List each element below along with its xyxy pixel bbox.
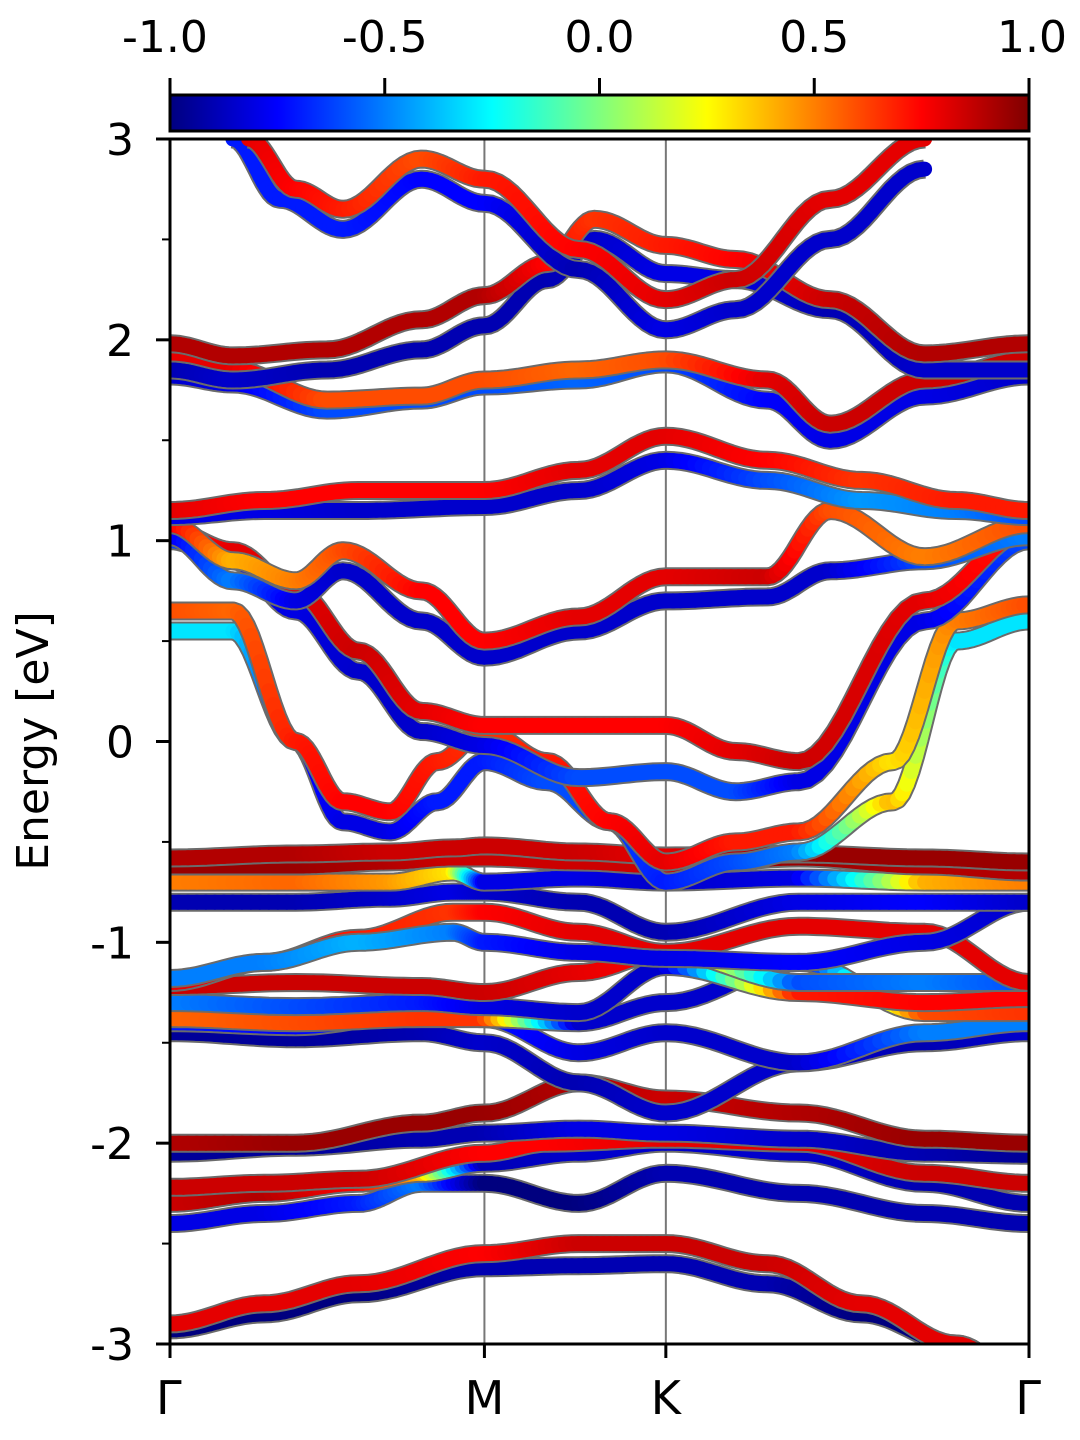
band-segment: [965, 1340, 979, 1344]
band-segment: [965, 1340, 979, 1344]
band-18: [170, 836, 1029, 872]
band-28: [170, 350, 1029, 434]
band-5: [170, 1129, 1029, 1197]
band-segment: [982, 1355, 987, 1359]
band-31: [225, 139, 933, 340]
band-segment: [910, 161, 933, 178]
colorbar-tick-label: 1.0: [997, 12, 1067, 63]
colorbar-ticks: -1.0 -0.5 0.0 0.5 1.0: [122, 12, 1067, 95]
band-segment: [1003, 1373, 1008, 1377]
band-15: [170, 882, 1029, 942]
band-2: [170, 1234, 1013, 1380]
band-segment: [998, 1369, 1003, 1373]
plot-area: 3 2 1 0 -1 -2 -3 Γ M K Γ: [90, 115, 1041, 1425]
y-tick-label: -2: [90, 1119, 134, 1170]
y-axis-label: Energy [eV]: [8, 611, 59, 871]
band-14: [170, 892, 1029, 988]
y-tick-label: 2: [106, 316, 134, 367]
band-segment: [993, 1364, 998, 1369]
band-26: [170, 426, 1029, 520]
band-segment: [982, 1355, 987, 1359]
band-11: [170, 956, 1029, 1023]
x-tick-label: Γ: [156, 1371, 182, 1425]
y-axis-ticks: 3 2 1 0 -1 -2 -3: [90, 115, 170, 1371]
colorbar-tick-label: 0.5: [779, 12, 849, 63]
band-segment: [1008, 1377, 1013, 1380]
band-segment: [977, 1352, 982, 1356]
band-32: [241, 139, 933, 310]
band-24: [170, 501, 1029, 651]
colorbar-gradient: [168, 93, 1031, 133]
band-segment: [987, 1360, 992, 1365]
band-segment: [959, 1338, 978, 1344]
band-segment: [977, 1352, 982, 1356]
y-tick-label: 1: [106, 517, 134, 568]
colorbar-tick-label: 0.0: [565, 12, 635, 63]
y-tick-label: 3: [106, 115, 134, 166]
band-23: [170, 527, 1029, 667]
x-tick-label: M: [465, 1371, 505, 1425]
band-segment: [987, 1360, 992, 1365]
band-segment: [959, 1338, 978, 1344]
band-segment: [993, 1364, 998, 1369]
band-segment: [998, 1369, 1003, 1373]
band-30: [170, 209, 1029, 366]
x-tick-label: K: [651, 1371, 683, 1425]
y-tick-label: -3: [90, 1320, 134, 1371]
x-tick-label: Γ: [1015, 1371, 1041, 1425]
band-3: [170, 1163, 1029, 1233]
y-tick-label: -1: [90, 918, 134, 969]
band-segment: [1003, 1373, 1008, 1377]
band-16: [170, 862, 1029, 892]
colorbar-tick-label: -0.5: [342, 12, 428, 63]
colorbar: -1.0 -0.5 0.0 0.5 1.0: [122, 12, 1067, 133]
bands: [170, 139, 1029, 1380]
band-segment: [1008, 1377, 1013, 1380]
colorbar-tick-label: -1.0: [122, 12, 208, 63]
y-tick-label: 0: [106, 718, 134, 769]
